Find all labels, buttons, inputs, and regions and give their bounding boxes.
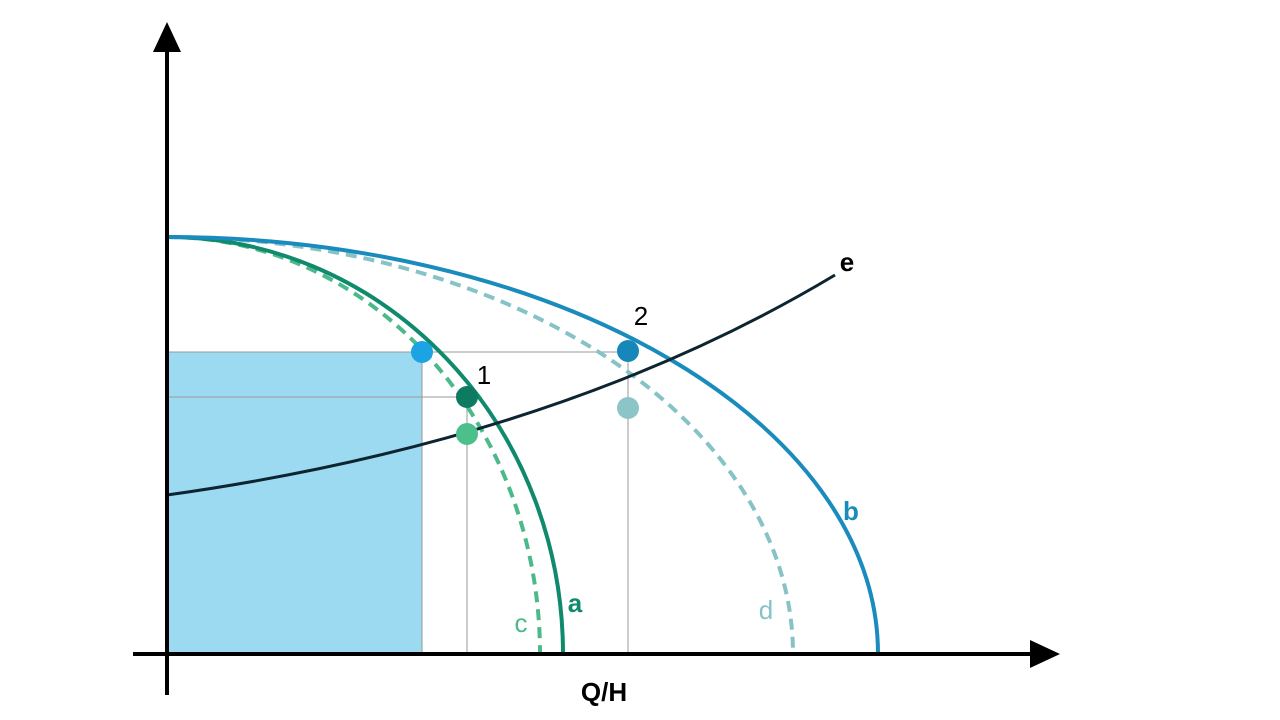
- axis-label: Q/H: [581, 677, 627, 707]
- curve-label: d: [759, 595, 773, 625]
- x-axis-arrow: [1030, 640, 1060, 668]
- point-label: 1: [477, 360, 491, 390]
- curve-a: [166, 235, 565, 655]
- curve-label: b: [843, 496, 859, 526]
- point: [456, 386, 478, 408]
- curve-label: e: [840, 247, 854, 277]
- point: [456, 423, 478, 445]
- highlight-area: [167, 352, 422, 654]
- curve-c: [166, 235, 542, 655]
- curve-label: c: [515, 608, 528, 638]
- point: [617, 340, 639, 362]
- point-label: 2: [634, 301, 648, 331]
- point: [617, 397, 639, 419]
- point: [411, 341, 433, 363]
- curve-label: a: [568, 588, 583, 618]
- y-axis-arrow: [153, 22, 181, 52]
- curve-e: [166, 273, 836, 497]
- curve-d: [166, 235, 795, 655]
